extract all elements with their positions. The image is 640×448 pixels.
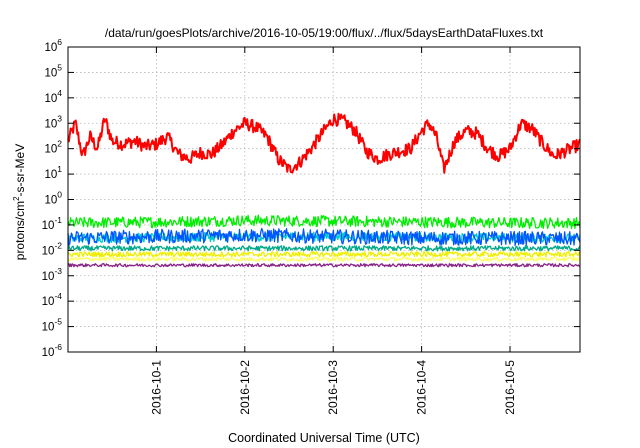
y-tick-exp: -3 (54, 266, 62, 276)
y-axis-label-rest: -s-sr-MeV (13, 144, 27, 197)
y-tick-label: 106 (44, 37, 62, 54)
y-tick-base: 10 (42, 271, 55, 283)
y-tick-base: 10 (44, 118, 57, 130)
y-tick-label: 104 (44, 88, 62, 105)
y-tick-exp: 5 (57, 62, 62, 72)
y-tick-label: 100 (44, 190, 62, 207)
series-line-5 (67, 245, 581, 252)
y-tick-label: 103 (44, 113, 62, 130)
y-tick-base: 10 (44, 93, 57, 105)
y-tick-base: 10 (44, 195, 57, 207)
y-tick-exp: 2 (57, 139, 62, 149)
y-tick-exp: -1 (54, 215, 62, 225)
x-tick-label: 2016-10-1 (149, 360, 163, 415)
y-tick-label: 101 (44, 164, 62, 181)
y-tick-exp: -2 (54, 240, 62, 250)
y-tick-base: 10 (44, 144, 57, 156)
series-line-2 (67, 214, 581, 230)
series-line-4 (67, 227, 581, 247)
y-tick-base: 10 (42, 220, 55, 232)
y-axis-label-base: protons/cm (13, 201, 27, 260)
y-tick-base: 10 (42, 296, 55, 308)
y-tick-label: 10-4 (42, 291, 63, 308)
y-tick-exp: -4 (54, 291, 62, 301)
y-axis-ticks: 10-610-510-410-310-210-11001011021031041… (42, 37, 580, 359)
y-axis-label: protons/cm2-s-sr-MeV (12, 144, 27, 260)
x-tick-label: 2016-10-4 (415, 360, 429, 415)
chart-title: /data/run/goesPlots/archive/2016-10-05/1… (105, 26, 544, 40)
y-tick-label: 105 (44, 62, 62, 79)
y-tick-base: 10 (44, 67, 57, 79)
y-tick-label: 10-5 (42, 317, 63, 334)
y-tick-exp: 4 (57, 88, 62, 98)
y-tick-base: 10 (42, 322, 55, 334)
y-tick-exp: 6 (57, 37, 62, 47)
y-tick-base: 10 (42, 347, 55, 359)
y-tick-exp: 3 (57, 113, 62, 123)
x-tick-label: 2016-10-3 (326, 360, 340, 415)
series-lines (67, 112, 581, 268)
x-axis-label: Coordinated Universal Time (UTC) (228, 431, 420, 445)
y-tick-label: 10-6 (42, 342, 63, 359)
x-tick-label: 2016-10-2 (238, 360, 252, 415)
x-tick-label: 2016-10-5 (503, 360, 517, 415)
series-line-7 (67, 256, 581, 262)
y-tick-exp: -6 (54, 342, 62, 352)
x-axis-ticks: 2016-10-1 2016-10-2 2016-10-3 2016-10-4 2016… (149, 47, 517, 415)
y-tick-exp: 0 (57, 190, 62, 200)
series-line-8 (67, 263, 581, 268)
y-axis-label-sup: 2 (12, 196, 21, 201)
y-tick-label: 10-1 (42, 215, 63, 232)
y-tick-exp: -5 (54, 317, 62, 327)
series-line-1 (67, 112, 581, 174)
y-tick-base: 10 (44, 169, 57, 181)
y-tick-label: 102 (44, 139, 62, 156)
y-tick-label: 10-3 (42, 266, 63, 283)
y-tick-base: 10 (44, 42, 57, 54)
y-tick-label: 10-2 (42, 240, 63, 257)
y-tick-base: 10 (42, 245, 55, 257)
grid-lines (68, 47, 580, 352)
y-tick-exp: 1 (57, 164, 62, 174)
series-line-6 (67, 251, 581, 258)
